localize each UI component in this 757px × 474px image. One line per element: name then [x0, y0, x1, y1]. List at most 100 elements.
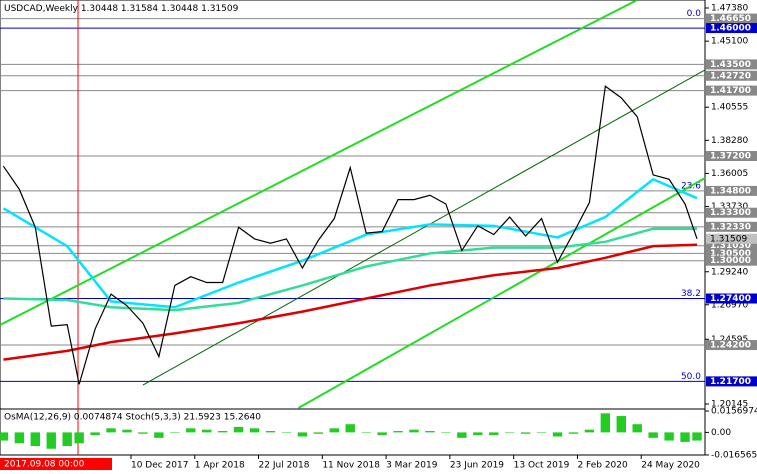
y-tick-label: 1.36005: [711, 169, 748, 179]
level-label: 1.27400: [710, 294, 751, 304]
level-label-bg: [706, 207, 757, 218]
level-label-bg: [706, 293, 757, 304]
y-tick-label: 1.29240: [711, 267, 748, 277]
osma-bar: [202, 429, 212, 433]
trendline: [142, 69, 706, 386]
y-tick-label: 1.33730: [711, 202, 748, 212]
oscillator-title: OsMA(12,26,9) 0.0074874 Stoch(5,3,3) 21.…: [4, 413, 261, 423]
x-tick-label: 22 Jul 2018: [259, 461, 310, 471]
low: 1.30448: [161, 4, 198, 14]
y-tick-label: 1.47380: [711, 3, 748, 13]
x-tick-label: 13 Oct 2019: [514, 461, 570, 471]
y-tick-label: 1.26970: [711, 300, 748, 310]
osc-tick-label: 0.00: [711, 428, 731, 438]
osma-bar: [90, 432, 100, 436]
x-tick-label: 2 Feb 2020: [577, 461, 628, 471]
level-label: 1.21700: [710, 377, 751, 387]
price-label: 1.31509: [710, 234, 747, 244]
osma-bar: [504, 432, 515, 433]
price-label-bg: [706, 233, 757, 244]
level-label: 1.30500: [710, 249, 751, 259]
level-label-bg: [706, 13, 757, 24]
level-label-bg: [706, 23, 757, 34]
level-label: 1.24200: [710, 341, 751, 351]
level-label: 1.34800: [710, 186, 751, 196]
osma-bar: [313, 432, 324, 434]
symbol: USDCAD,Weekly: [4, 4, 79, 14]
osma-bar: [154, 432, 164, 438]
high: 1.31584: [121, 4, 158, 14]
fib-label: 50.0: [681, 372, 701, 382]
osma-bar: [457, 432, 467, 438]
x-tick-label: 23 Jun 2019: [450, 461, 504, 471]
level-label-bg: [706, 248, 757, 259]
chart-header: USDCAD,Weekly 1.30448 1.31584 1.30448 1.…: [4, 4, 239, 14]
level-label-bg: [706, 340, 757, 351]
osma-bar: [536, 432, 547, 433]
osma-bar: [600, 413, 611, 433]
level-label: 1.46650: [710, 14, 751, 24]
y-tick-label: 1.38280: [711, 136, 748, 146]
x-tick-label: 24 May 2020: [641, 461, 700, 471]
osma-bar: [692, 432, 702, 441]
osma-bar: [568, 432, 579, 434]
level-label-bg: [706, 70, 757, 81]
osma-bar: [74, 432, 84, 444]
osma-bar: [249, 428, 260, 433]
level-label: 1.43500: [710, 60, 751, 70]
osma-bar: [664, 432, 674, 441]
moving-average: [2, 177, 698, 309]
close: 1.31509: [201, 4, 238, 14]
level-label: 1.32330: [710, 222, 751, 232]
osma-bar: [377, 432, 387, 436]
level-label-bg: [706, 59, 757, 70]
level-label-bg: [706, 255, 757, 266]
osma-bar: [281, 432, 292, 433]
level-label: 1.41700: [710, 86, 751, 96]
fib-label: 0.0: [687, 9, 702, 19]
level-label: 1.42720: [710, 71, 751, 81]
osma-bar: [489, 432, 499, 436]
level-label: 1.33300: [710, 208, 751, 218]
y-tick-label: 1.20145: [711, 400, 748, 410]
cursor-label-bg: [0, 458, 112, 470]
osma-bar: [632, 424, 642, 433]
level-label-bg: [706, 376, 757, 387]
x-tick-label: 11 Nov 2018: [322, 461, 380, 471]
x-tick-label: 1 Apr 2018: [195, 461, 245, 471]
osma-bar: [552, 432, 563, 437]
osma-bar: [361, 432, 371, 433]
osma-bar: [680, 432, 690, 442]
osma-bar: [616, 416, 626, 433]
osma-bar: [393, 431, 403, 433]
open: 1.30448: [81, 4, 118, 14]
osma-bar: [138, 432, 148, 434]
osma-bar: [122, 429, 132, 433]
level-label: 1.30000: [710, 256, 751, 266]
level-label: 1.46000: [710, 24, 751, 34]
osma-bar: [329, 428, 339, 433]
fib-label: 38.2: [681, 289, 701, 299]
moving-average: [3, 243, 698, 361]
osma-bar: [186, 428, 196, 433]
cursor-label: 2017.09.08 00:00: [4, 460, 85, 470]
osma-bar: [409, 429, 419, 433]
level-label-bg: [706, 240, 757, 251]
price-line: [2, 85, 698, 385]
level-label: 1.37200: [710, 152, 751, 162]
osma-bar: [46, 432, 56, 449]
osma-bar: [170, 432, 180, 433]
x-tick-label: 10 Dec 2017: [131, 461, 189, 471]
level-label: 1.31030: [710, 241, 751, 251]
osma-bar: [345, 424, 355, 433]
osma-bar: [473, 432, 483, 436]
plot-frame: [0, 0, 706, 456]
osma-bar: [584, 429, 595, 433]
level-label-bg: [706, 85, 757, 96]
osc-tick-label: 0.0156974: [711, 407, 757, 417]
y-tick-label: 1.40555: [711, 103, 748, 113]
osc-tick-label: -0.0165652: [711, 450, 757, 460]
osma-bar: [441, 432, 451, 433]
osma-bar: [425, 431, 435, 433]
